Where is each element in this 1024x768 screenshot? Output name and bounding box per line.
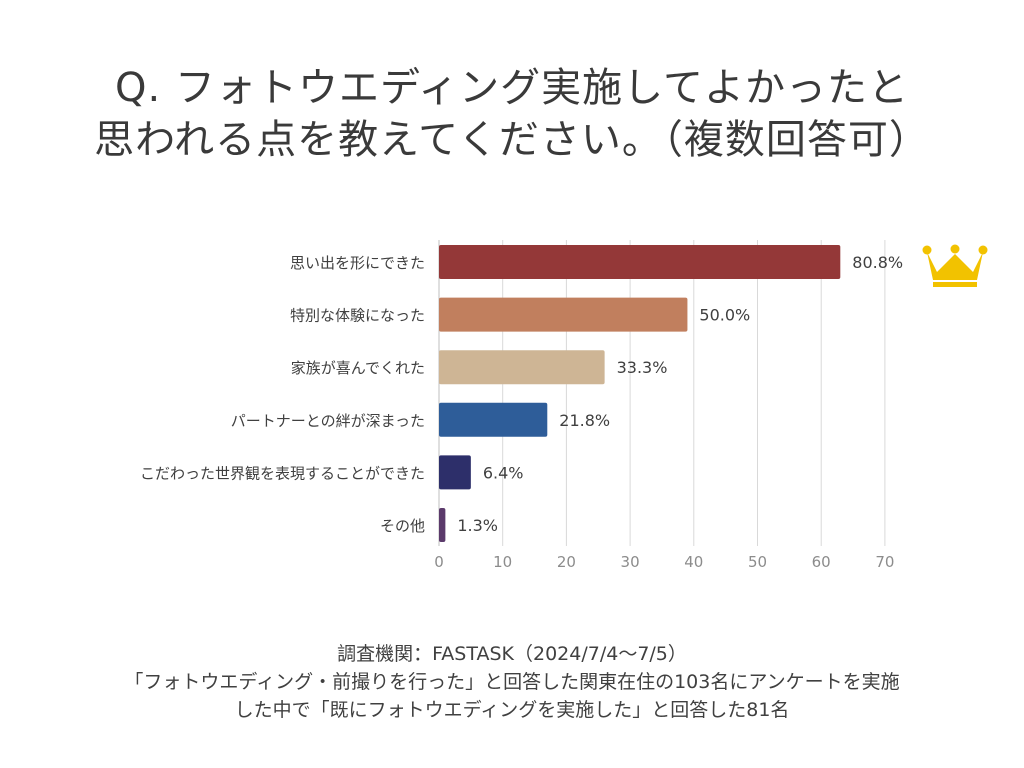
category-label: こだわった世界観を表現することができた bbox=[140, 464, 425, 482]
crown-jewel bbox=[950, 244, 960, 254]
category-label: 家族が喜んでくれた bbox=[291, 359, 425, 377]
bar bbox=[439, 402, 548, 437]
x-tick-label: 10 bbox=[493, 553, 512, 571]
bar bbox=[439, 245, 841, 279]
bar bbox=[439, 455, 471, 490]
crown-body bbox=[927, 252, 983, 280]
data-label: 33.3% bbox=[617, 358, 668, 377]
category-label: その他 bbox=[380, 517, 425, 535]
gridlines bbox=[438, 240, 886, 546]
x-tick-label: 20 bbox=[557, 553, 576, 571]
crown-jewel bbox=[922, 245, 932, 255]
x-axis-ticks: 0 10 20 30 40 50 60 70 bbox=[434, 553, 894, 571]
bars bbox=[439, 245, 841, 542]
data-labels: 80.8% 50.0% 33.3% 21.8% 6.4% 1.3% bbox=[457, 253, 903, 535]
x-tick-label: 30 bbox=[621, 553, 640, 571]
bar bbox=[439, 508, 446, 542]
x-tick-label: 40 bbox=[684, 553, 703, 571]
bar bbox=[439, 297, 688, 332]
category-label: 特別な体験になった bbox=[290, 307, 425, 325]
bar bbox=[439, 350, 605, 385]
crown-icon-group bbox=[922, 244, 988, 287]
footer-line-3: した中で「既にフォトウエディングを実施した」と回答した81名 bbox=[234, 699, 790, 721]
chart-title: Q. フォトウエディング実施してよかったと 思われる点を教えてください。（複数回… bbox=[40, 62, 984, 166]
x-tick-label: 60 bbox=[812, 553, 831, 571]
category-labels: 思い出を形にできた特別な体験になった家族が喜んでくれたパートナーとの絆が深まった… bbox=[140, 254, 425, 535]
data-label: 21.8% bbox=[559, 411, 610, 430]
x-tick-label: 70 bbox=[875, 553, 894, 571]
x-tick-label: 0 bbox=[434, 553, 444, 571]
chart-title-line-2: 思われる点を教えてください。（複数回答可） bbox=[94, 117, 930, 163]
data-label: 80.8% bbox=[852, 253, 903, 272]
crown-jewel bbox=[978, 245, 988, 255]
data-label: 1.3% bbox=[457, 516, 498, 535]
data-label: 50.0% bbox=[699, 306, 750, 325]
category-label: パートナーとの絆が深まった bbox=[231, 412, 425, 430]
crown-icon bbox=[922, 244, 988, 287]
footer-line-2: 「フォトウエディング・前撮りを行った」と回答した関東在住の103名にアンケートを… bbox=[124, 671, 900, 693]
category-label: 思い出を形にできた bbox=[290, 254, 425, 272]
footer-note: 調査機関：FASTASK（2024/7/4〜7/5） 「フォトウエディング・前撮… bbox=[20, 640, 1004, 724]
chart-title-line-1: Q. フォトウエディング実施してよかったと bbox=[115, 65, 909, 111]
x-tick-label: 50 bbox=[748, 553, 767, 571]
footer-line-1: 調査機関：FASTASK（2024/7/4〜7/5） bbox=[337, 643, 687, 665]
data-label: 6.4% bbox=[483, 463, 524, 482]
crown-band bbox=[933, 282, 977, 287]
bar-chart: 思い出を形にできた特別な体験になった家族が喜んでくれたパートナーとの絆が深まった… bbox=[140, 240, 988, 571]
